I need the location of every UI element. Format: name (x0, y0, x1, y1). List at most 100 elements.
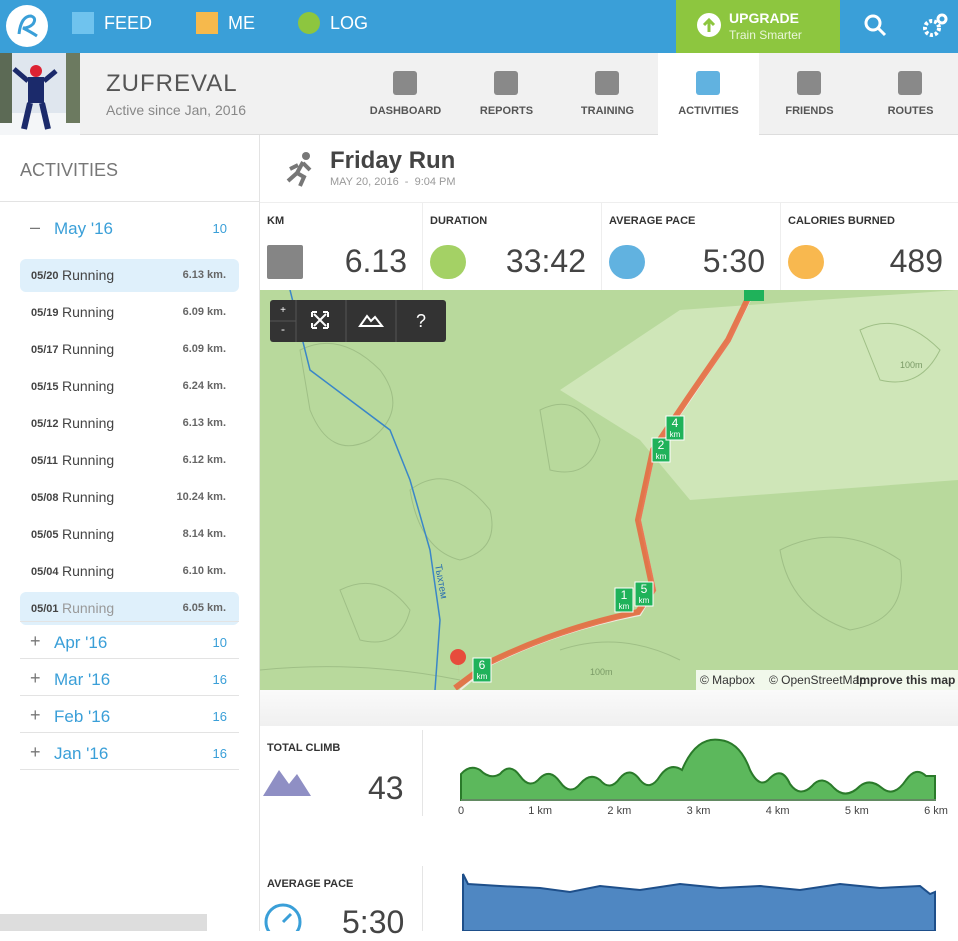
stat-value: 6.13 (344, 243, 407, 279)
tab[interactable]: DASHBOARD (355, 53, 456, 135)
km-marker-number: 2 (658, 438, 665, 452)
stat-icon (788, 245, 824, 279)
month-count: 10 (212, 221, 227, 236)
activity-header: Friday Run MAY 20, 2016 - 9:04 PM (260, 135, 958, 202)
month-row[interactable]: + Jan '16 16 (20, 742, 239, 770)
month-row[interactable]: + Mar '16 16 (20, 668, 239, 696)
help-button[interactable]: ? (416, 311, 426, 331)
month-count: 16 (212, 746, 227, 761)
terrain-button[interactable] (358, 314, 385, 327)
map-attribution[interactable]: © OpenStreetMap (769, 673, 866, 687)
activity-distance: 6.10 km. (182, 565, 226, 577)
activity-row[interactable]: 05/04 Running 6.10 km. (20, 555, 239, 588)
km-marker-unit: km (670, 430, 681, 439)
month-label: Apr '16 (54, 633, 108, 652)
logo[interactable] (5, 4, 49, 48)
stat-label: CALORIES BURNED (788, 215, 895, 227)
upgrade-button[interactable]: UPGRADE Train Smarter (676, 0, 840, 53)
settings-icon[interactable] (920, 12, 948, 40)
tab-label: DASHBOARD (369, 105, 442, 117)
nav-label: LOG (330, 12, 369, 33)
activity-row[interactable]: 05/08 Running 10.24 km. (20, 481, 239, 514)
activity-row[interactable]: 05/01 Running 6.05 km. (20, 592, 239, 625)
activity-type: Running (62, 600, 115, 616)
x-tick-label: 2 km (607, 805, 631, 817)
activity-row[interactable]: 05/05 Running 8.14 km. (20, 518, 239, 551)
mountain-icon (263, 770, 311, 796)
pace-value: 5:30 (342, 904, 405, 940)
tab-label: ACTIVITIES (678, 105, 739, 117)
tab-label: REPORTS (479, 105, 534, 117)
km-marker-box (614, 587, 634, 613)
activity-row[interactable]: 05/19 Running 6.09 km. (20, 296, 239, 329)
activity-row[interactable]: 05/12 Running 6.13 km. (20, 407, 239, 440)
pace-icon (264, 903, 302, 931)
activity-date: 05/08 (31, 492, 59, 504)
activity-distance: 8.14 km. (182, 528, 226, 540)
map-attribution[interactable]: Improve this map (856, 673, 955, 687)
km-marker: 6km (472, 657, 492, 683)
month-row[interactable]: – May '16 10 (20, 217, 239, 245)
km-marker-number: 4 (672, 416, 679, 430)
nav-feed[interactable]: FEED (72, 12, 152, 34)
activity-row[interactable]: 05/20 Running 6.13 km. (20, 259, 239, 292)
tab-icon (494, 71, 518, 95)
activity-type: Running (62, 489, 115, 505)
tab[interactable]: REPORTS (456, 53, 557, 135)
profile-photo[interactable] (0, 53, 80, 135)
activity-distance: 6.24 km. (182, 380, 226, 392)
tab[interactable]: ROUTES (860, 53, 958, 135)
month-count: 10 (212, 635, 227, 650)
climb-panel: TOTAL CLIMB 43 0 1 km 2 km 3 km 4 km 5 km 6 km (260, 726, 958, 826)
month-count: 16 (212, 709, 227, 724)
tab[interactable]: FRIENDS (759, 53, 860, 135)
activity-distance: 6.05 km. (182, 602, 226, 614)
zoom-in[interactable]: + (280, 305, 286, 316)
x-tick-label: 0 (458, 805, 464, 817)
tab-icon (797, 71, 821, 95)
upgrade-icon (697, 13, 721, 37)
activity-type: Running (62, 563, 115, 579)
sidebar-title: ACTIVITIES (20, 160, 119, 180)
scrollbar[interactable] (0, 914, 207, 931)
activity-distance: 6.12 km. (182, 454, 226, 466)
activity-date: 05/20 (31, 270, 59, 282)
tab[interactable]: ACTIVITIES (658, 53, 759, 135)
tab-icon (898, 71, 922, 95)
activity-row[interactable]: 05/17 Running 6.09 km. (20, 333, 239, 366)
month-row[interactable]: + Feb '16 16 (20, 705, 239, 733)
pace-chart (462, 873, 936, 931)
stat-value: 33:42 (505, 243, 586, 279)
activity-type: Running (62, 452, 115, 468)
tab-label: TRAINING (580, 105, 635, 117)
activity-row[interactable]: 05/15 Running 6.24 km. (20, 370, 239, 403)
zoom-out[interactable]: - (281, 322, 285, 336)
km-marker-box (665, 415, 685, 441)
top-bar: FEED ME LOG UPGRADE Train Smarter (0, 0, 958, 53)
km-marker: 5km (634, 581, 654, 607)
km-marker-box (651, 437, 671, 463)
fullscreen-button[interactable] (311, 311, 329, 329)
tab[interactable]: TRAINING (557, 53, 658, 135)
km-marker-number: 5 (641, 582, 648, 596)
map-attribution[interactable]: © Mapbox (700, 673, 755, 687)
month-row[interactable]: + Apr '16 10 (20, 631, 239, 659)
nav-label: ME (228, 12, 255, 33)
divider (20, 732, 239, 733)
activity-date: 05/15 (31, 381, 59, 393)
km-marker-number: 6 (479, 658, 486, 672)
month-count: 16 (212, 672, 227, 687)
activity-date: 05/04 (31, 566, 59, 578)
tab-icon (696, 71, 720, 95)
nav-log[interactable]: LOG (298, 12, 368, 34)
month-toggle: + (30, 631, 41, 651)
search-icon[interactable] (864, 14, 888, 38)
nav-me[interactable]: ME (196, 12, 255, 34)
activity-row[interactable]: 05/11 Running 6.12 km. (20, 444, 239, 477)
activity-distance: 6.13 km. (182, 417, 226, 429)
control-separators (270, 300, 397, 342)
tab-label: FRIENDS (785, 105, 834, 117)
month-toggle: – (30, 217, 41, 237)
